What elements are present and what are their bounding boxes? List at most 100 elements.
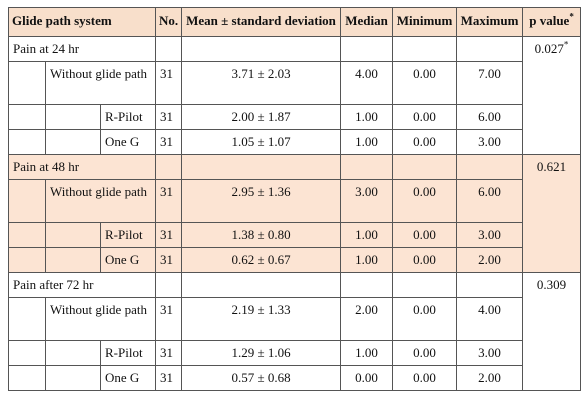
minimum-cell: 0.00 bbox=[392, 179, 458, 223]
maximum-cell: 3.00 bbox=[456, 340, 524, 366]
maximum-cell: 2.00 bbox=[456, 247, 524, 273]
minimum-cell: 0.00 bbox=[392, 104, 458, 130]
mean-sd-cell: 3.71 ± 2.03 bbox=[181, 61, 342, 105]
footnote-mark: * bbox=[563, 39, 569, 50]
empty-cell bbox=[340, 154, 394, 180]
maximum-cell: 3.00 bbox=[456, 222, 524, 248]
data-row: Without glide path 31 3.71 ± 2.03 4.00 0.00 7… bbox=[8, 61, 581, 105]
group-label: Pain after 72 hr bbox=[7, 272, 157, 298]
header-cell: Glide path system bbox=[7, 7, 157, 37]
n-cell: 31 bbox=[155, 179, 183, 223]
median-cell: 1.00 bbox=[340, 222, 394, 248]
empty-cell bbox=[8, 222, 46, 248]
group-row: Pain at 48 hr 0.621 bbox=[7, 154, 582, 273]
cell-text: p value bbox=[529, 13, 570, 28]
empty-cell bbox=[392, 272, 458, 298]
mean-sd-cell: 2.00 ± 1.87 bbox=[181, 104, 342, 130]
data-row: R-Pilot 31 1.29 ± 1.06 1.00 0.00 3.00 bbox=[8, 340, 581, 366]
p-value-cell: 0.027* bbox=[522, 36, 582, 155]
row-label: One G bbox=[99, 247, 157, 273]
empty-cell bbox=[181, 272, 342, 298]
row-label: Without glide path bbox=[44, 61, 157, 105]
empty-cell bbox=[8, 61, 46, 105]
mean-sd-cell: 1.05 ± 1.07 bbox=[181, 129, 342, 155]
empty-cell bbox=[45, 340, 101, 366]
empty-cell bbox=[8, 247, 46, 273]
empty-cell bbox=[340, 36, 394, 62]
data-row: R-Pilot 31 2.00 ± 1.87 1.00 0.00 6.00 bbox=[8, 104, 581, 130]
group-row: Pain after 72 hr 0.309 bbox=[7, 272, 582, 391]
header-cell: Median bbox=[340, 7, 394, 37]
empty-cell bbox=[8, 179, 46, 223]
data-row: One G 31 0.57 ± 0.68 0.00 0.00 2.00 bbox=[8, 365, 581, 391]
mean-sd-cell: 2.19 ± 1.33 bbox=[181, 297, 342, 341]
median-cell: 1.00 bbox=[340, 340, 394, 366]
minimum-cell: 0.00 bbox=[392, 222, 458, 248]
mean-sd-cell: 0.62 ± 0.67 bbox=[181, 247, 342, 273]
header-cell: p value* bbox=[522, 7, 582, 37]
group-label: Pain at 24 hr bbox=[7, 36, 157, 62]
empty-cell bbox=[456, 154, 524, 180]
empty-cell bbox=[8, 129, 46, 155]
empty-cell bbox=[181, 36, 342, 62]
n-cell: 31 bbox=[155, 340, 183, 366]
data-row: R-Pilot 31 1.38 ± 0.80 1.00 0.00 3.00 bbox=[8, 222, 581, 248]
empty-cell bbox=[45, 222, 101, 248]
row-label: Without glide path bbox=[44, 297, 157, 341]
median-cell: 3.00 bbox=[340, 179, 394, 223]
empty-cell bbox=[181, 154, 342, 180]
empty-cell bbox=[45, 365, 101, 391]
n-cell: 31 bbox=[155, 104, 183, 130]
row-label: R-Pilot bbox=[99, 222, 157, 248]
median-cell: 2.00 bbox=[340, 297, 394, 341]
minimum-cell: 0.00 bbox=[392, 129, 458, 155]
median-cell: 1.00 bbox=[340, 129, 394, 155]
header-cell: Minimum bbox=[392, 7, 458, 37]
maximum-cell: 6.00 bbox=[456, 104, 524, 130]
data-row: Without glide path 31 2.95 ± 1.36 3.00 0.00 6… bbox=[8, 179, 581, 223]
cell-text: 0.309 bbox=[536, 277, 567, 292]
empty-cell bbox=[155, 36, 183, 62]
maximum-cell: 3.00 bbox=[456, 129, 524, 155]
empty-cell bbox=[8, 104, 46, 130]
header-cell: Mean ± standard deviation bbox=[181, 7, 342, 37]
n-cell: 31 bbox=[155, 365, 183, 391]
row-label: One G bbox=[99, 365, 157, 391]
empty-cell bbox=[456, 272, 524, 298]
group-label: Pain at 48 hr bbox=[7, 154, 157, 180]
header-row: Glide path system No. Mean ± standard devi… bbox=[7, 7, 582, 37]
n-cell: 31 bbox=[155, 61, 183, 105]
footnote-mark: * bbox=[569, 11, 574, 22]
mean-sd-cell: 1.38 ± 0.80 bbox=[181, 222, 342, 248]
empty-cell bbox=[8, 297, 46, 341]
empty-cell bbox=[456, 36, 524, 62]
empty-cell bbox=[45, 247, 101, 273]
data-row: One G 31 1.05 ± 1.07 1.00 0.00 3.00 bbox=[8, 129, 581, 155]
maximum-cell: 2.00 bbox=[456, 365, 524, 391]
n-cell: 31 bbox=[155, 129, 183, 155]
minimum-cell: 0.00 bbox=[392, 365, 458, 391]
median-cell: 4.00 bbox=[340, 61, 394, 105]
row-label: One G bbox=[99, 129, 157, 155]
cell-text: 0.027 bbox=[534, 41, 564, 56]
empty-cell bbox=[155, 154, 183, 180]
minimum-cell: 0.00 bbox=[392, 61, 458, 105]
median-cell: 1.00 bbox=[340, 104, 394, 130]
n-cell: 31 bbox=[155, 247, 183, 273]
cell-text: 0.621 bbox=[536, 159, 567, 174]
n-cell: 31 bbox=[155, 222, 183, 248]
empty-cell bbox=[392, 36, 458, 62]
median-cell: 1.00 bbox=[340, 247, 394, 273]
maximum-cell: 4.00 bbox=[456, 297, 524, 341]
row-label: R-Pilot bbox=[99, 340, 157, 366]
results-table: Glide path system No. Mean ± standard devi… bbox=[7, 7, 582, 391]
table-head: Glide path system No. Mean ± standard devi… bbox=[7, 7, 582, 37]
header-cell: No. bbox=[155, 7, 183, 37]
empty-cell bbox=[45, 104, 101, 130]
minimum-cell: 0.00 bbox=[392, 297, 458, 341]
data-row: Without glide path 31 2.19 ± 1.33 2.00 0.00 4… bbox=[8, 297, 581, 341]
empty-cell bbox=[392, 154, 458, 180]
p-value-cell: 0.621 bbox=[522, 154, 582, 273]
